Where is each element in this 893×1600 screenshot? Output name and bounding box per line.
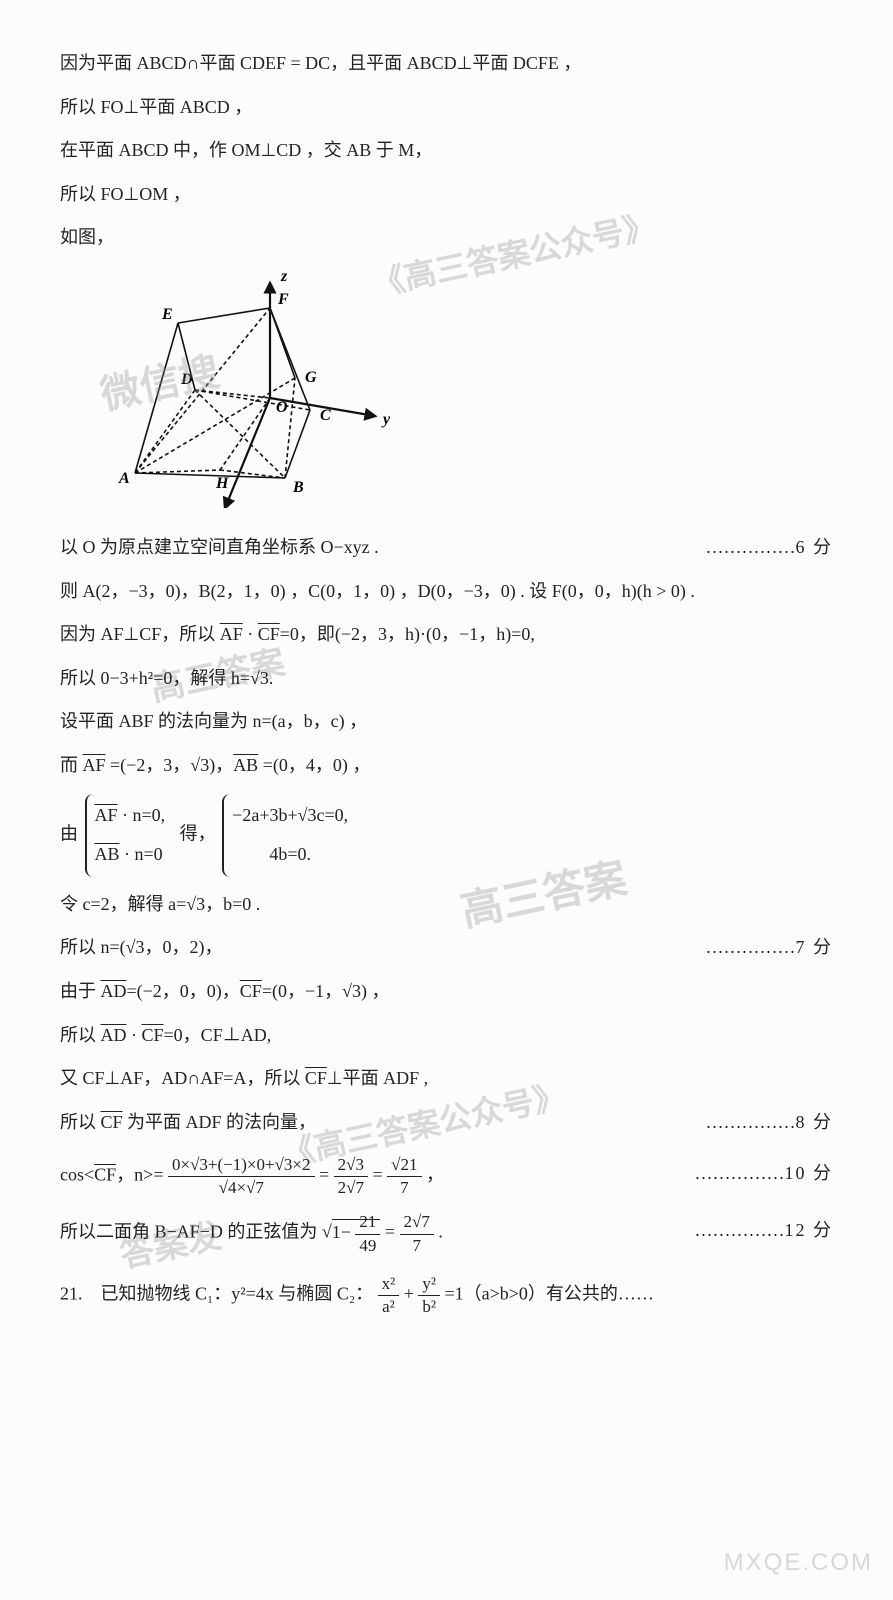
text-line: 由于 AD=(−2，0，0)，CF=(0，−1，√3) ， — [60, 972, 833, 1012]
text-line: 在平面 ABCD 中，作 OM⊥CD ，交 AB 于 M， — [60, 131, 833, 171]
text-line: 又 CF⊥AF，AD∩AF=A，所以 CF⊥平面 ADF , — [60, 1059, 833, 1099]
text-line: 令 c=2，解得 a=√3，b=0 . — [60, 885, 833, 925]
svg-text:O: O — [276, 399, 288, 416]
text-line: 所以 CF 为平面 ADF 的法向量， 8 分 — [60, 1103, 833, 1143]
svg-text:z: z — [280, 268, 288, 285]
svg-text:D: D — [180, 371, 193, 388]
score-marker: 8 分 — [706, 1103, 834, 1143]
svg-text:F: F — [277, 291, 289, 308]
equation-line: cos<CF，n>= 0×√3+(−1)×0+√3×2√4×√7 = 2√32√… — [60, 1154, 833, 1199]
text-line: 设平面 ABF 的法向量为 n=(a，b，c) ， — [60, 702, 833, 742]
text-line: 如图， — [60, 218, 833, 258]
geometry-figure: zEFGDOCyAHBx — [100, 268, 400, 508]
text-line: 因为平面 ABCD∩平面 CDEF = DC，且平面 ABCD⊥平面 DCFE … — [60, 44, 833, 84]
score-marker: 12 分 — [695, 1211, 834, 1251]
text-line: 所以 FO⊥OM ， — [60, 175, 833, 215]
svg-text:B: B — [292, 479, 304, 496]
score-marker: 10 分 — [695, 1154, 834, 1194]
text-line: 则 A(2，−3，0)，B(2，1，0) ，C(0，1，0) ，D(0，−3，0… — [60, 572, 833, 612]
score-marker: 7 分 — [706, 928, 834, 968]
text-line: 因为 AF⊥CF，所以 AF · CF=0，即(−2，3，h)·(0，−1，h)… — [60, 615, 833, 655]
score-marker: 6 分 — [706, 528, 834, 568]
text-line: 所以 n=(√3，0，2)， 7 分 — [60, 928, 833, 968]
site-watermark: MXQE.COM — [724, 1537, 873, 1590]
text-line: 所以 AD · CF=0，CF⊥AD, — [60, 1016, 833, 1056]
text-line: 而 AF =(−2，3，√3)，AB =(0，4，0) ， — [60, 746, 833, 786]
svg-text:G: G — [305, 369, 317, 386]
equation-line: 所以二面角 B−AF−D 的正弦值为 √1− 2149 = 2√77 . 12 … — [60, 1211, 833, 1256]
problem-line: 21. 已知抛物线 C₁：y²=4x 与椭圆 C₂： x²a² + y²b² =… — [60, 1273, 833, 1318]
text-line: 所以 FO⊥平面 ABCD ， — [60, 88, 833, 128]
svg-text:E: E — [161, 306, 173, 323]
svg-text:H: H — [215, 475, 229, 492]
svg-text:y: y — [381, 411, 391, 428]
equation-system: 由 AF · n=0, AB · n=0 得， −2a+3b+√3c=0, 4b… — [60, 790, 833, 881]
svg-text:C: C — [320, 407, 331, 424]
text: 以 O 为原点建立空间直角坐标系 O−xyz . — [60, 537, 379, 557]
svg-text:A: A — [118, 470, 130, 487]
text-line: 以 O 为原点建立空间直角坐标系 O−xyz . 6 分 — [60, 528, 833, 568]
text-line: 所以 0−3+h²=0，解得 h=√3. — [60, 659, 833, 699]
